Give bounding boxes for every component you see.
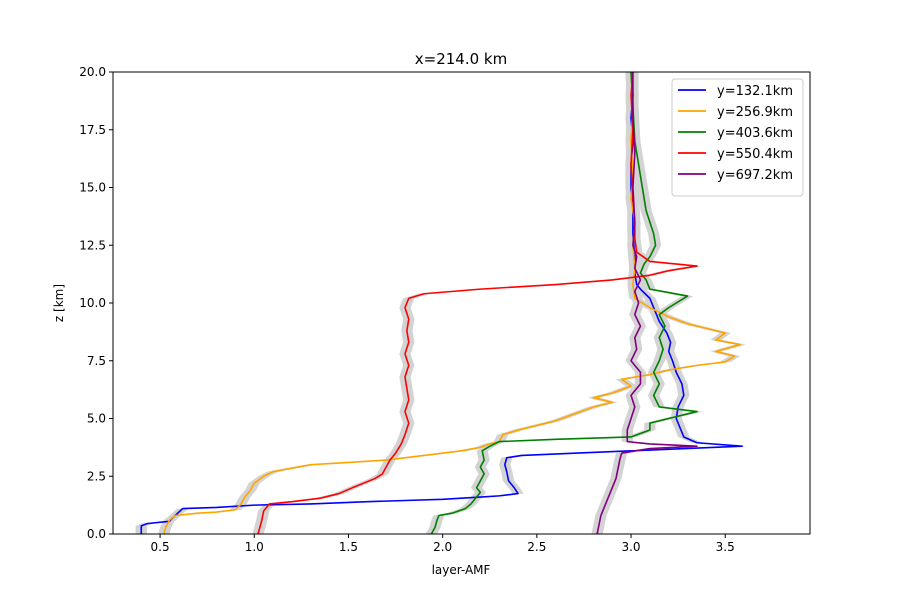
uncertainty-band-2	[158, 72, 746, 534]
x-tick-label: 1.5	[339, 540, 358, 554]
series-lines	[140, 72, 743, 534]
x-axis-label: layer-AMF	[432, 563, 491, 577]
chart-title: x=214.0 km	[415, 50, 507, 68]
uncertainty-band-1	[135, 72, 748, 534]
series-line-5	[596, 72, 698, 534]
y-tick-label: 15.0	[79, 181, 106, 195]
y-tick-label: 0.0	[87, 527, 106, 541]
x-tick-label: 2.0	[433, 540, 452, 554]
y-tick-label: 17.5	[79, 123, 106, 137]
y-tick-label: 12.5	[79, 238, 106, 252]
series-line-1	[140, 72, 743, 534]
x-tick-label: 2.5	[527, 540, 546, 554]
y-axis-label: z [km]	[52, 284, 66, 322]
legend-box	[671, 78, 804, 197]
x-tick-label: 3.5	[716, 540, 735, 554]
legend-label-4: y=550.4km	[717, 147, 793, 162]
y-tick-label: 10.0	[79, 296, 106, 310]
y-tick-label: 20.0	[79, 65, 106, 79]
y-tick-label: 7.5	[87, 354, 106, 368]
x-tick-label: 1.0	[245, 540, 264, 554]
legend-label-3: y=403.6km	[717, 126, 793, 141]
legend-label-5: y=697.2km	[717, 168, 793, 183]
uncertainty-band-3	[425, 72, 703, 534]
x-tick-label: 0.5	[151, 540, 170, 554]
y-tick-label: 2.5	[87, 469, 106, 483]
series-line-4	[257, 72, 698, 534]
legend-label-1: y=132.1km	[717, 84, 793, 99]
x-tick-label: 3.0	[621, 540, 640, 554]
legend: y=132.1km y=256.9km y=403.6km y=550.4km y=69…	[671, 78, 804, 197]
plot-area: 0.5 1.0 1.5 2.0 2.5 3.0 3.5 0.0 2.5 5.0 7.5 10.0 12.…	[79, 65, 811, 554]
y-tick-label: 5.0	[87, 412, 106, 426]
uncertainty-bands	[135, 72, 748, 534]
legend-label-2: y=256.9km	[717, 105, 793, 120]
series-line-3	[430, 72, 698, 534]
